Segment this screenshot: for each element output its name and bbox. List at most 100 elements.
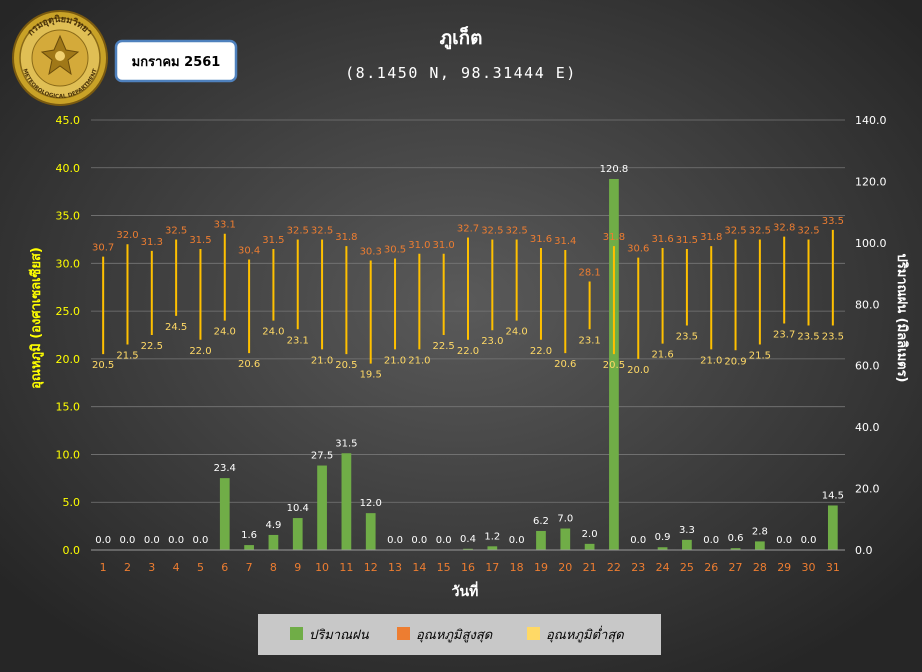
max-temp-label: 30.7 [92, 243, 114, 254]
rainfall-value-label: 120.8 [600, 164, 629, 175]
rainfall-value-label: 10.4 [287, 503, 309, 514]
x-axis-tick-label: 8 [270, 561, 277, 574]
rainfall-value-label: 7.0 [557, 514, 573, 525]
rainfall-value-label: 2.0 [582, 529, 598, 540]
min-temp-label: 23.7 [773, 330, 795, 341]
left-axis-tick-label: 35.0 [56, 210, 81, 223]
max-temp-label: 31.5 [189, 235, 211, 246]
month-badge: มกราคม 2561 [114, 39, 238, 83]
min-temp-label: 20.9 [724, 356, 746, 367]
x-axis-tick-label: 26 [704, 561, 718, 574]
max-temp-label: 31.8 [335, 232, 357, 243]
rainfall-bar [755, 541, 765, 550]
max-temp-label: 32.5 [287, 225, 309, 236]
min-temp-label: 22.0 [457, 346, 479, 357]
max-temp-label: 30.5 [384, 245, 406, 256]
rainfall-value-label: 0.0 [168, 535, 184, 546]
rainfall-bar [584, 543, 595, 550]
x-axis-tick-label: 2 [124, 561, 131, 574]
max-temp-label: 31.8 [700, 232, 722, 243]
min-temp-label: 24.0 [506, 327, 528, 338]
rainfall-value-label: 27.5 [311, 451, 333, 462]
x-axis-tick-label: 29 [777, 561, 791, 574]
x-axis-tick-label: 30 [802, 561, 816, 574]
rainfall-bar [560, 528, 571, 550]
rainfall-bar [268, 534, 279, 550]
right-axis-tick-label: 60.0 [855, 360, 880, 373]
right-axis-tick-label: 0.0 [855, 544, 873, 557]
left-axis-title: อุณหภูมิ (องศาเซลเซียส) [28, 247, 44, 389]
rainfall-value-label: 0.0 [703, 535, 719, 546]
max-temp-label: 32.8 [773, 223, 795, 234]
rainfall-value-label: 0.4 [460, 534, 476, 545]
legend-swatch-max-temp [397, 627, 410, 640]
legend-label-rain: ปริมาณฝน [309, 628, 370, 643]
left-axis-tick-label: 45.0 [56, 114, 81, 127]
right-axis-tick-label: 140.0 [855, 114, 887, 127]
rainfall-value-label: 2.8 [752, 526, 768, 537]
left-axis: 0.0 5.0 10.0 15.0 20.0 25.0 30.0 35.0 40.0 45.0 [56, 114, 81, 557]
left-axis-tick-label: 15.0 [56, 401, 81, 414]
right-axis-tick-label: 20.0 [855, 483, 880, 496]
max-temp-label: 32.5 [311, 225, 333, 236]
rainfall-value-label: 0.6 [728, 533, 744, 544]
rainfall-value-label: 6.2 [533, 516, 549, 527]
rainfall-bar [463, 548, 473, 550]
x-axis-tick-label: 7 [246, 561, 253, 574]
temperature-ranges: 30.7 20.5 32.0 21.5 31.3 22.5 32.5 24.5 31.5 22.0… [92, 216, 844, 381]
rainfall-bar [609, 178, 619, 550]
min-temp-label: 22.0 [189, 346, 211, 357]
x-axis-tick-label: 12 [364, 561, 378, 574]
max-temp-label: 31.3 [141, 237, 163, 248]
max-temp-label: 28.1 [578, 267, 600, 278]
x-axis-tick-label: 31 [826, 561, 840, 574]
legend-item-min-temp: อุณหภูมิต่ำสุด [527, 625, 624, 643]
legend-label-min-temp: อุณหภูมิต่ำสุด [546, 625, 624, 643]
rainfall-value-label: 23.4 [214, 463, 236, 474]
x-axis-tick-label: 17 [485, 561, 499, 574]
max-temp-label: 30.6 [627, 244, 649, 255]
x-axis-tick-label: 6 [221, 561, 228, 574]
max-temp-label: 31.5 [676, 235, 698, 246]
x-axis-title: วันที่ [452, 581, 479, 600]
rainfall-value-label: 0.0 [630, 535, 646, 546]
rainfall-value-label: 12.0 [360, 498, 382, 509]
min-temp-label: 20.5 [92, 360, 114, 371]
max-temp-label: 32.0 [116, 230, 138, 241]
min-temp-label: 22.5 [141, 341, 163, 352]
x-axis-tick-label: 5 [197, 561, 204, 574]
month-label: มกราคม 2561 [132, 55, 221, 70]
rainfall-value-label: 4.9 [265, 520, 281, 531]
legend: ปริมาณฝน อุณหภูมิสูงสุด อุณหภูมิต่ำสุด [258, 614, 661, 655]
max-temp-label: 33.5 [822, 216, 844, 227]
max-temp-label: 30.3 [360, 246, 382, 257]
min-temp-label: 20.5 [603, 360, 625, 371]
rainfall-bar [536, 530, 546, 550]
legend-swatch-rain [290, 627, 303, 640]
min-temp-label: 23.1 [287, 335, 309, 346]
min-temp-label: 24.0 [262, 327, 284, 338]
left-axis-tick-label: 0.0 [63, 544, 81, 557]
x-axis-tick-label: 10 [315, 561, 329, 574]
max-temp-label: 32.5 [724, 225, 746, 236]
rainfall-bar [219, 478, 230, 550]
rainfall-value-label: 0.0 [387, 535, 403, 546]
rainfall-value-label: 0.0 [192, 535, 208, 546]
max-temp-label: 32.7 [457, 224, 479, 235]
left-axis-tick-label: 30.0 [56, 257, 81, 270]
min-temp-label: 22.5 [433, 341, 455, 352]
chart-subtitle: (8.1450 N, 98.31444 E) [345, 64, 577, 82]
chart-title: ภูเก็ต [440, 25, 483, 50]
x-axis-tick-label: 3 [148, 561, 155, 574]
x-axis-tick-label: 23 [631, 561, 645, 574]
left-axis-tick-label: 20.0 [56, 353, 81, 366]
rainfall-value-label: 3.3 [679, 525, 695, 536]
meteorological-department-logo: กรมอุตุนิยมวิทยา METEOROLOGICAL DEPARTME… [12, 10, 108, 106]
legend-item-max-temp: อุณหภูมิสูงสุด [397, 627, 493, 643]
min-temp-label: 24.0 [214, 327, 236, 338]
x-axis-tick-label: 19 [534, 561, 548, 574]
x-axis-tick-label: 11 [339, 561, 353, 574]
x-axis-tick-label: 18 [510, 561, 524, 574]
